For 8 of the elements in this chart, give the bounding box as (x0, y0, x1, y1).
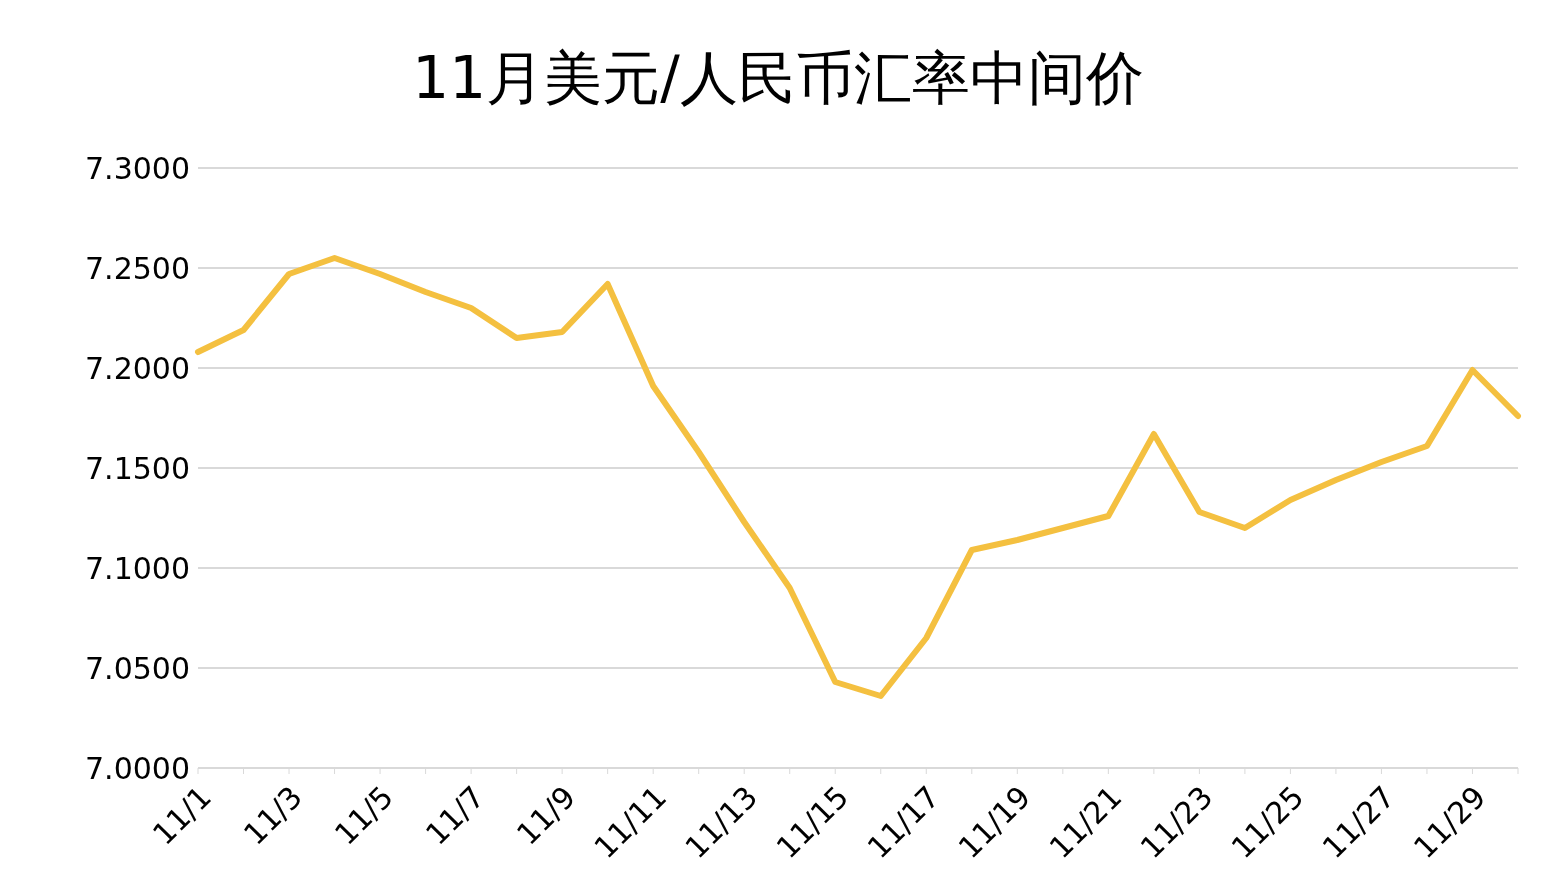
y-tick-label: 7.3000 (85, 150, 190, 186)
chart-title: 11月美元/人民币汇率中间价 (411, 43, 1145, 114)
y-tick-label: 7.2500 (85, 250, 190, 286)
y-tick-label: 7.2000 (85, 350, 190, 386)
y-tick-label: 7.0500 (85, 650, 190, 686)
y-tick-label: 7.1000 (85, 550, 190, 586)
y-tick-label: 7.0000 (85, 750, 190, 786)
y-tick-label: 7.1500 (85, 450, 190, 486)
